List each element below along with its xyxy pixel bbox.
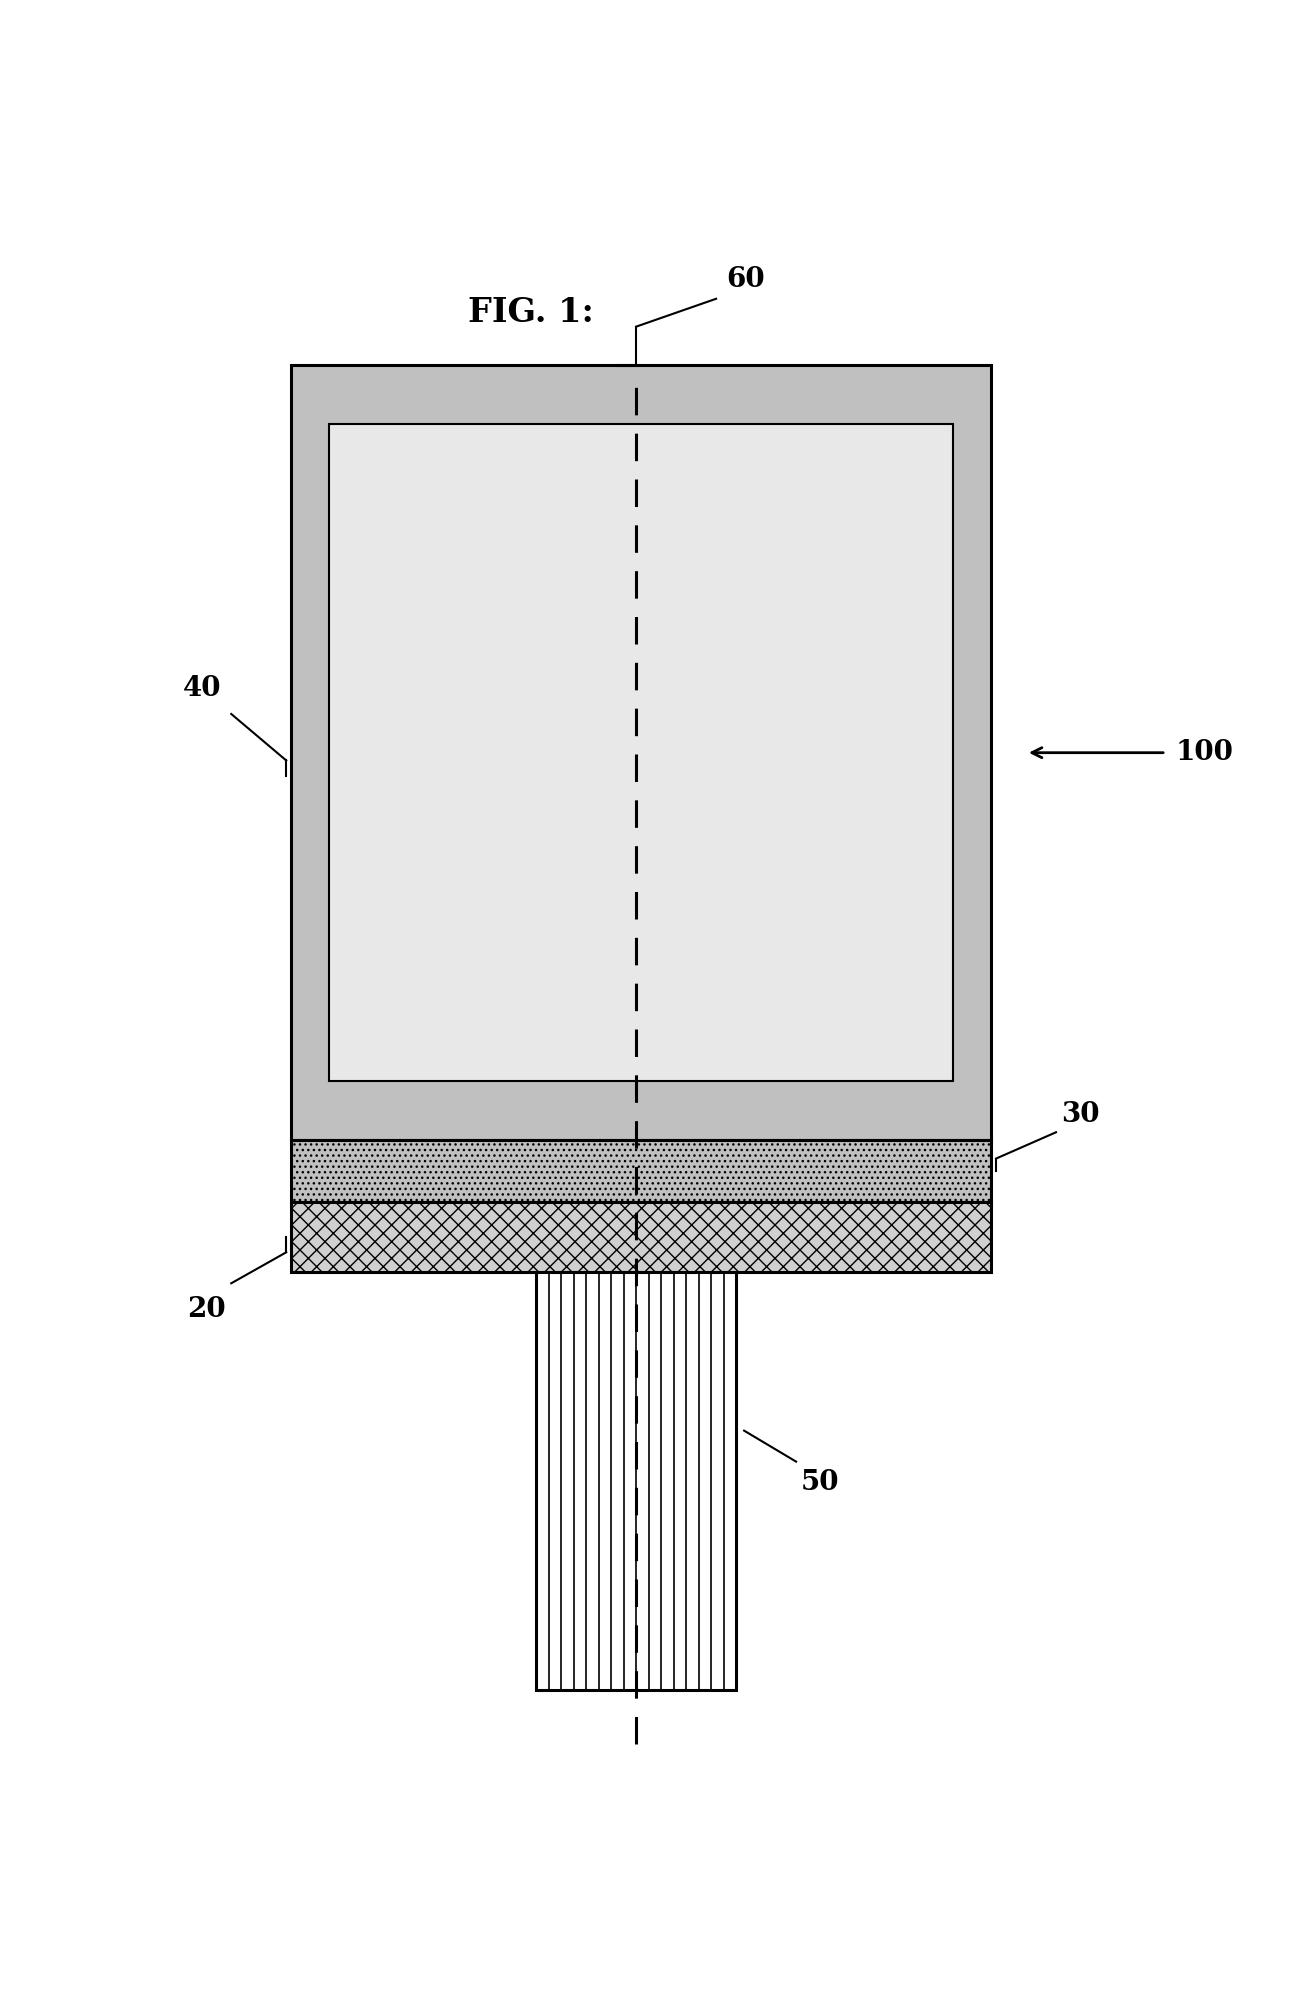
Bar: [329, 425, 953, 1080]
Bar: [292, 366, 991, 425]
Text: FIG. 1:: FIG. 1:: [468, 296, 595, 328]
Text: 100: 100: [1176, 738, 1233, 767]
Bar: [292, 1141, 991, 1201]
Bar: [953, 366, 991, 1141]
Text: 50: 50: [801, 1469, 840, 1497]
Text: 60: 60: [726, 266, 765, 292]
Bar: [537, 1272, 737, 1690]
Bar: [537, 1272, 737, 1690]
Bar: [292, 1201, 991, 1272]
Text: 30: 30: [1060, 1101, 1099, 1127]
Text: 20: 20: [187, 1296, 226, 1322]
Bar: [292, 366, 991, 1141]
Text: 40: 40: [183, 674, 222, 702]
Bar: [292, 1080, 991, 1141]
Bar: [329, 425, 953, 1080]
Bar: [292, 366, 329, 1141]
Bar: [292, 366, 991, 1141]
